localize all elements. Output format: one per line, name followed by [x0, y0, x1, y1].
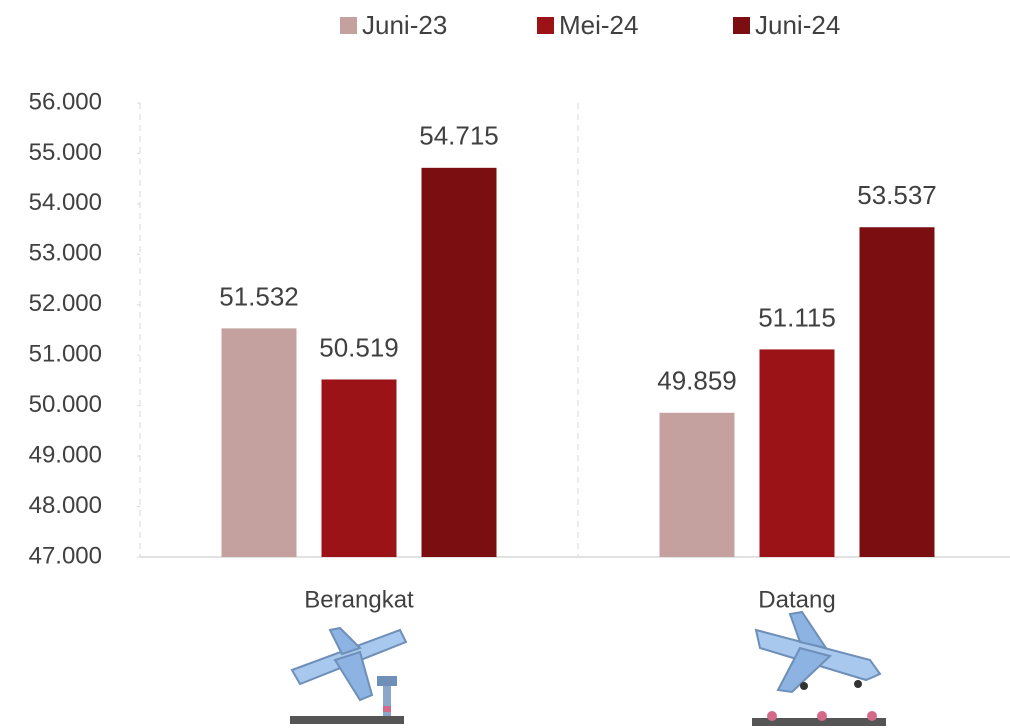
- bar: [759, 349, 835, 557]
- runway-light: [767, 711, 777, 721]
- data-label: 51.532: [219, 281, 299, 311]
- bar: [221, 328, 297, 557]
- wing: [776, 646, 832, 694]
- legend-swatch: [733, 17, 750, 34]
- legend-swatch: [537, 17, 554, 34]
- y-tick-label: 53.000: [29, 240, 102, 267]
- data-label: 50.519: [319, 332, 399, 362]
- bar: [859, 227, 935, 557]
- wing: [333, 650, 374, 702]
- plane-icon-departure: [290, 626, 408, 724]
- y-tick-label: 49.000: [29, 441, 102, 468]
- data-label: 53.537: [857, 180, 937, 210]
- data-label: 54.715: [419, 121, 499, 151]
- plane-icon-arrival: [752, 610, 886, 726]
- legend-label: Mei-24: [559, 10, 638, 40]
- legend-swatch: [340, 17, 357, 34]
- y-tick-label: 48.000: [29, 492, 102, 519]
- tower-light: [383, 706, 391, 712]
- wheel: [854, 680, 862, 688]
- y-tick-label: 54.000: [29, 189, 102, 216]
- runway: [290, 716, 404, 724]
- legend-label: Juni-23: [362, 10, 447, 40]
- tower: [383, 682, 391, 716]
- runway: [752, 718, 886, 726]
- y-tick-label: 50.000: [29, 391, 102, 418]
- y-tick-label: 51.000: [29, 341, 102, 368]
- runway-light: [867, 711, 877, 721]
- y-tick-label: 52.000: [29, 290, 102, 317]
- wing: [328, 626, 362, 656]
- x-tick-label: Berangkat: [304, 586, 414, 613]
- data-label: 51.115: [758, 302, 836, 332]
- x-tick-label: Datang: [758, 586, 835, 613]
- tower-top: [377, 676, 397, 686]
- bar: [659, 412, 735, 557]
- bar: [421, 167, 497, 557]
- y-tick-label: 47.000: [29, 542, 102, 569]
- data-label: 49.859: [657, 366, 737, 396]
- wing: [788, 610, 829, 650]
- y-tick-label: 55.000: [29, 139, 102, 166]
- y-tick-label: 56.000: [29, 88, 102, 115]
- legend-label: Juni-24: [755, 10, 840, 40]
- wheel: [800, 682, 808, 690]
- runway-light: [817, 711, 827, 721]
- bar: [321, 379, 397, 557]
